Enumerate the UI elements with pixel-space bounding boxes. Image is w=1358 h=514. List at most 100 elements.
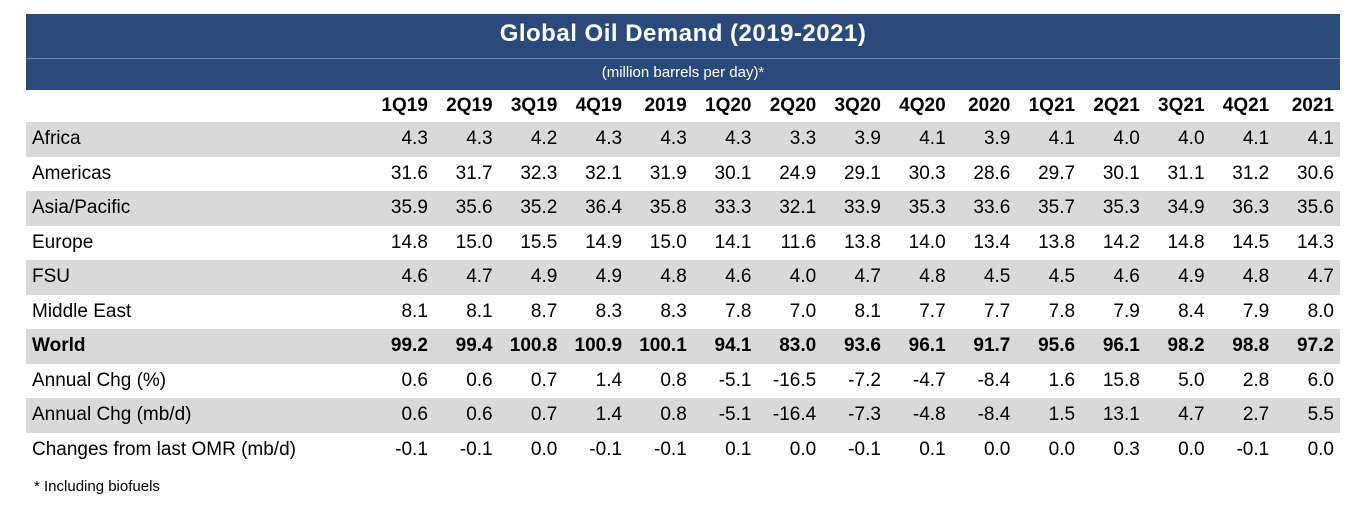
table-row: Asia/Pacific 35.9 35.6 35.2 36.4 35.8 33.3 32.1… (26, 191, 1340, 226)
table-cell: 34.9 (1145, 191, 1211, 226)
table-cell: 8.1 (466, 300, 493, 322)
table-cell: 31.1 (1167, 162, 1205, 184)
table-cell: -8.4 (977, 369, 1011, 391)
table-cell: 4.1 (886, 122, 952, 157)
table-cell: 7.8 (725, 300, 752, 322)
table-cell: 0.6 (401, 369, 428, 391)
table-cell: 0.0 (530, 438, 558, 460)
row-label: FSU (26, 260, 370, 295)
table-cell: 35.6 (433, 191, 499, 226)
table-cell: 8.1 (854, 300, 881, 322)
table-cell: 4.7 (822, 260, 887, 295)
table-cell: 1.5 (1016, 398, 1082, 433)
table-cell: 15.0 (455, 231, 493, 253)
table-cell: 4.2 (498, 122, 564, 157)
table-cell: 4.0 (757, 260, 823, 295)
table-cell: 14.1 (714, 231, 752, 253)
table-cell: 0.8 (628, 398, 693, 433)
table-cell: 7.7 (983, 300, 1011, 322)
table-cell: 6.0 (1307, 369, 1334, 391)
table-cell: 35.6 (1275, 191, 1340, 226)
table-cell: 4.9 (563, 260, 629, 295)
table-cell: 4.3 (433, 122, 499, 157)
table-cell: 5.0 (1178, 369, 1205, 391)
table-cell: 29.7 (1038, 162, 1076, 184)
table-cell: 30.1 (1102, 162, 1140, 184)
table-cell: 33.9 (822, 191, 887, 226)
table-cell: 0.0 (1178, 438, 1205, 460)
table-cell: 96.1 (886, 329, 952, 364)
table-cell: 0.3 (1113, 438, 1140, 460)
table-cell: 14.0 (908, 231, 946, 253)
table-cell: 7.8 (1048, 300, 1076, 322)
table-row: Americas 31.6 31.7 32.3 32.1 31.9 30.1 24.9 29.1… (26, 157, 1340, 192)
table-cell: 96.1 (1081, 329, 1146, 364)
table-cell: 7.9 (1242, 300, 1270, 322)
table-cell: 1.4 (595, 369, 623, 391)
table-cell: 100.9 (563, 329, 629, 364)
table-cell: 8.3 (660, 300, 687, 322)
table-cell: -0.1 (459, 438, 493, 460)
oil-demand-table: 1Q19 2Q19 3Q19 4Q19 2019 1Q20 2Q20 3Q20 4Q20 2020… (26, 90, 1340, 467)
table-cell: 4.8 (628, 260, 693, 295)
table-cell: 97.2 (1275, 329, 1340, 364)
table-cell: -0.1 (589, 438, 623, 460)
column-header: 2Q21 (1093, 95, 1140, 116)
table-subtitle: (million barrels per day)* (601, 64, 765, 81)
table-cell: 0.0 (1048, 438, 1076, 460)
table-cell: 1.4 (563, 398, 629, 433)
table-row: World 99.2 99.4 100.8 100.9 100.1 94.1 83.0 93.6… (26, 329, 1340, 364)
table-cell: 14.8 (1167, 231, 1205, 253)
table-cell: -8.4 (951, 398, 1017, 433)
table-cell: 28.6 (973, 162, 1011, 184)
table-cell: 98.8 (1210, 329, 1276, 364)
table-cell: 3.9 (822, 122, 887, 157)
table-cell: 4.5 (951, 260, 1017, 295)
table-cell: 35.3 (1081, 191, 1146, 226)
row-label: Changes from last OMR (mb/d) (32, 438, 296, 460)
table-banner: Global Oil Demand (2019-2021) (million b… (26, 14, 1340, 90)
column-header: 2Q20 (769, 95, 817, 116)
table-cell: 36.3 (1210, 191, 1276, 226)
table-cell: 4.0 (1081, 122, 1146, 157)
table-cell: 4.9 (498, 260, 564, 295)
table-cell: 4.7 (433, 260, 499, 295)
table-cell: 3.9 (951, 122, 1017, 157)
row-label: Africa (26, 122, 370, 157)
table-cell: 0.0 (789, 438, 817, 460)
row-label: Annual Chg (%) (32, 369, 167, 391)
table-row: FSU 4.6 4.7 4.9 4.9 4.8 4.6 4.0 4.7 4.8 4.5 4.5 4.6 4… (26, 260, 1340, 295)
table-cell: 2.7 (1210, 398, 1276, 433)
table-cell: 7.7 (919, 300, 946, 322)
table-cell: 14.8 (390, 231, 428, 253)
banner-divider (26, 58, 1340, 59)
table-cell: 99.4 (433, 329, 499, 364)
table-cell: 32.1 (585, 162, 623, 184)
column-header: 2020 (968, 95, 1011, 116)
column-header: 2Q19 (446, 95, 493, 116)
table-row: Africa 4.3 4.3 4.2 4.3 4.3 4.3 3.3 3.9 4.1 3.9 4.1 4… (26, 122, 1340, 157)
table-cell: 33.3 (692, 191, 758, 226)
table-cell: 15.0 (649, 231, 687, 253)
table-cell: 0.7 (530, 369, 558, 391)
table-cell: 8.0 (1307, 300, 1334, 322)
row-label: Europe (32, 231, 94, 253)
column-header-row: 1Q19 2Q19 3Q19 4Q19 2019 1Q20 2Q20 3Q20 4Q20 2020… (26, 90, 1340, 122)
table-cell: 4.3 (692, 122, 758, 157)
table-cell: 4.1 (1016, 122, 1082, 157)
table-cell: 4.7 (1145, 398, 1211, 433)
column-header: 1Q19 (381, 95, 428, 116)
row-label-header (26, 90, 369, 122)
table-cell: 0.0 (983, 438, 1011, 460)
table-cell: -0.1 (848, 438, 881, 460)
table-cell: 0.8 (660, 369, 687, 391)
table-cell: 14.2 (1102, 231, 1140, 253)
table-cell: 1.6 (1048, 369, 1076, 391)
table-row: Annual Chg (mb/d) 0.6 0.6 0.7 1.4 0.8 -5.1 -16.… (26, 398, 1340, 433)
table-cell: 29.1 (843, 162, 881, 184)
table-row: Europe 14.8 15.0 15.5 14.9 15.0 14.1 11.6 13.8 14… (26, 226, 1340, 261)
column-header: 4Q21 (1222, 95, 1270, 116)
table-cell: 5.5 (1275, 398, 1340, 433)
table-cell: -5.1 (692, 398, 758, 433)
table-cell: 31.7 (455, 162, 493, 184)
